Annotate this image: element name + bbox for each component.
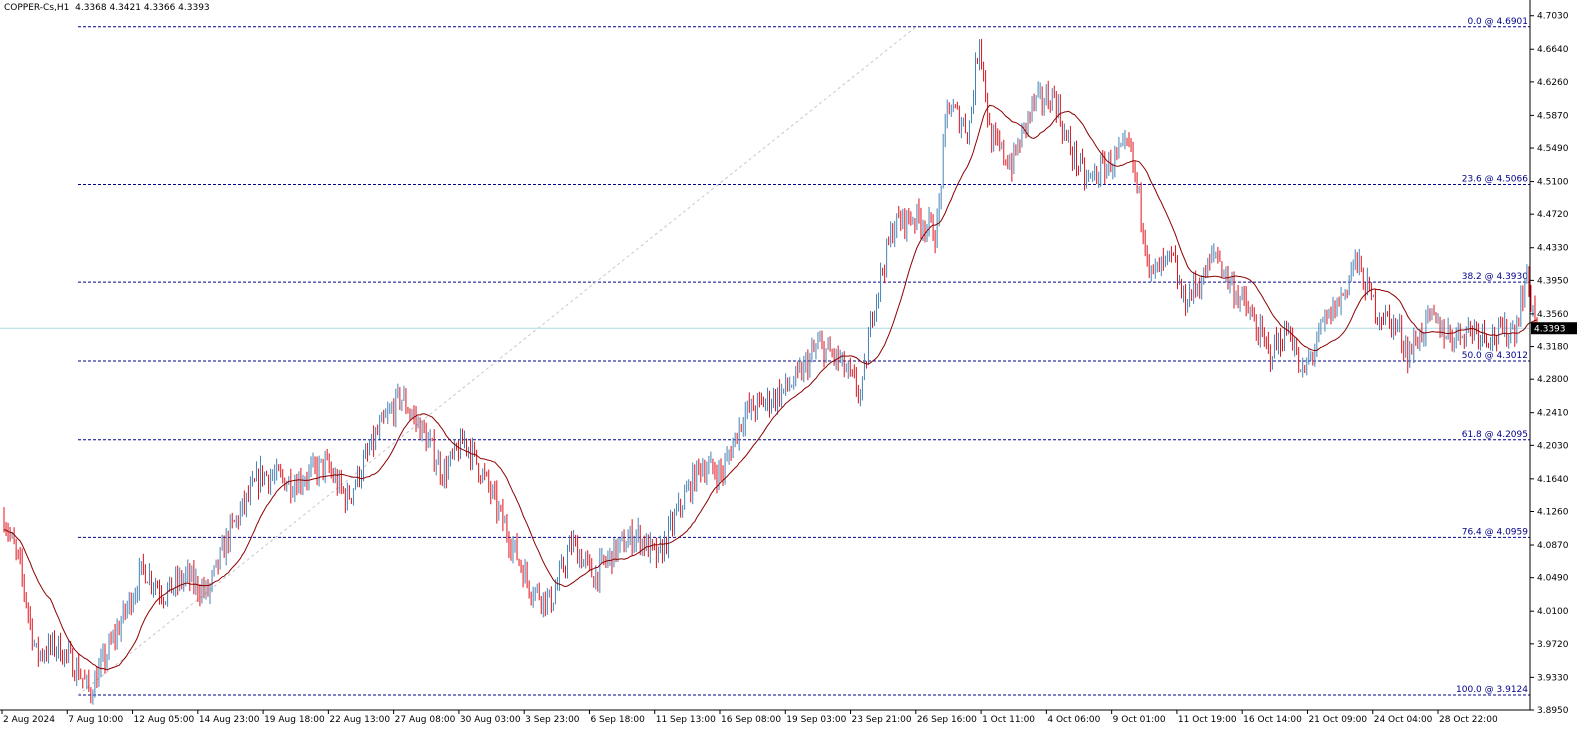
time-tick-label: 7 Aug 10:00 <box>68 715 123 725</box>
time-tick-label: 19 Aug 18:00 <box>264 715 325 725</box>
price-tick-label: 4.2030 <box>1537 441 1569 451</box>
price-tick-label: 4.6640 <box>1537 45 1569 55</box>
time-tick-label: 1 Oct 11:00 <box>982 715 1035 725</box>
price-tick-label: 4.1260 <box>1537 508 1569 518</box>
price-tick-label: 3.9330 <box>1537 673 1569 683</box>
price-tick-label: 4.7030 <box>1537 12 1569 22</box>
fib-level-label: 76.4 @ 4.0959 <box>1462 527 1529 537</box>
time-tick-label: 21 Oct 09:00 <box>1308 715 1367 725</box>
price-tick-label: 4.2800 <box>1537 375 1569 385</box>
fib-level-label: 0.0 @ 4.6901 <box>1467 17 1528 27</box>
fib-level-label: 38.2 @ 4.3930 <box>1462 272 1529 282</box>
price-tick-label: 4.0100 <box>1537 607 1569 617</box>
price-tick-label: 4.3180 <box>1537 343 1569 353</box>
price-tick-label: 4.3950 <box>1537 276 1569 286</box>
current-price-box: 4.3393 <box>1531 322 1577 335</box>
time-axis-labels: 2 Aug 2024 7 Aug 10:00 12 Aug 05:00 14 Aug … <box>1 710 1498 725</box>
time-tick-label: 2 Aug 2024 <box>3 715 55 725</box>
price-tick-label: 3.8950 <box>1537 706 1569 716</box>
fib-level-label: 100.0 @ 3.9124 <box>1456 685 1528 695</box>
time-tick-label: 22 Aug 13:00 <box>329 715 390 725</box>
price-tick-label: 4.0870 <box>1537 541 1569 551</box>
symbol-label: COPPER-Cs,H1 <box>4 3 70 13</box>
fib-level-label: 50.0 @ 4.3012 <box>1462 351 1528 361</box>
time-tick-label: 3 Sep 23:00 <box>525 715 580 725</box>
price-tick-label: 4.6260 <box>1537 78 1569 88</box>
price-tick-label: 4.4720 <box>1537 210 1569 220</box>
ma-line <box>3 104 1538 671</box>
time-tick-label: 12 Aug 05:00 <box>134 715 195 725</box>
price-axis-labels: 4.7030 4.6640 4.6260 4.5870 4.5490 4.5100 4.47… <box>1530 12 1569 716</box>
price-tick-label: 4.3560 <box>1537 310 1569 320</box>
price-tick-label: 4.0490 <box>1537 574 1569 584</box>
fib-level-label: 61.8 @ 4.2095 <box>1462 430 1528 440</box>
chart-header: COPPER-Cs,H1 4.3368 4.3421 4.3366 4.3393 <box>4 3 210 13</box>
time-tick-label: 9 Oct 01:00 <box>1113 715 1166 725</box>
time-tick-label: 24 Oct 04:00 <box>1374 715 1433 725</box>
time-tick-label: 4 Oct 06:00 <box>1047 715 1100 725</box>
axes <box>0 0 1531 711</box>
time-tick-label: 26 Sep 16:00 <box>917 715 977 725</box>
current-price-box-bg <box>1531 322 1577 335</box>
time-tick-label: 6 Sep 18:00 <box>590 715 645 725</box>
fib-level-label: 23.6 @ 4.5066 <box>1462 174 1529 184</box>
time-tick-label: 16 Oct 14:00 <box>1243 715 1302 725</box>
time-tick-label: 27 Aug 08:00 <box>395 715 456 725</box>
price-tick-label: 3.9720 <box>1537 640 1569 650</box>
fibonacci-trendline <box>77 26 917 696</box>
candles <box>3 38 1538 705</box>
time-tick-label: 23 Sep 21:00 <box>852 715 912 725</box>
price-tick-label: 4.5870 <box>1537 111 1569 121</box>
time-tick-label: 11 Sep 13:00 <box>656 715 716 725</box>
current-price-label: 4.3393 <box>1534 325 1566 335</box>
time-tick-label: 19 Sep 03:00 <box>786 715 846 725</box>
time-tick-label: 16 Sep 08:00 <box>721 715 781 725</box>
time-tick-label: 14 Aug 23:00 <box>199 715 260 725</box>
ohlc-readout: 4.3368 4.3421 4.3366 4.3393 <box>75 3 210 13</box>
time-tick-label: 28 Oct 22:00 <box>1439 715 1498 725</box>
price-tick-label: 4.2410 <box>1537 409 1569 419</box>
time-tick-label: 30 Aug 03:00 <box>460 715 521 725</box>
price-tick-label: 4.5100 <box>1537 178 1569 188</box>
price-tick-label: 4.4330 <box>1537 244 1569 254</box>
price-tick-label: 4.5490 <box>1537 144 1569 154</box>
moving-average <box>3 104 1538 671</box>
fib-trend-line <box>77 26 917 696</box>
time-tick-label: 11 Oct 19:00 <box>1178 715 1237 725</box>
price-tick-label: 4.1640 <box>1537 475 1569 485</box>
